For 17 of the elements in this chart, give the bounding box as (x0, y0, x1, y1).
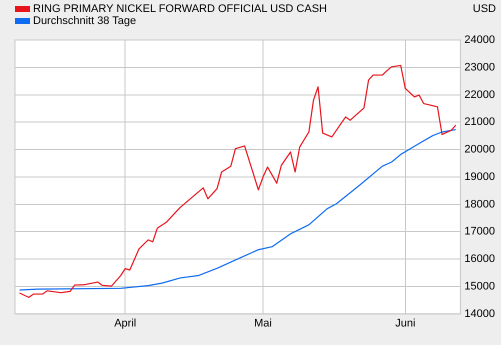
y-axis-title: USD (472, 3, 496, 15)
y-tick-label: 22000 (464, 88, 496, 101)
legend-label: Durchschnitt 38 Tage (33, 15, 136, 27)
y-tick-label: 23000 (464, 61, 496, 74)
y-tick-label: 21000 (464, 116, 496, 128)
legend-label: RING PRIMARY NICKEL FORWARD OFFICIAL USD CASH (33, 3, 327, 15)
y-tick-label: 16000 (464, 253, 496, 266)
y-tick-label: 18000 (464, 198, 496, 210)
x-tick-label: April (114, 317, 136, 330)
y-tick-label: 17000 (464, 226, 496, 238)
x-tick-label: Juni (395, 317, 416, 330)
y-tick-label: 15000 (464, 280, 496, 292)
y-tick-label: 24000 (464, 34, 496, 46)
y-tick-label: 19000 (464, 170, 496, 183)
y-tick-label: 20000 (464, 144, 496, 156)
x-tick-label: Mai (254, 317, 272, 330)
y-tick-label: 14000 (464, 308, 496, 320)
